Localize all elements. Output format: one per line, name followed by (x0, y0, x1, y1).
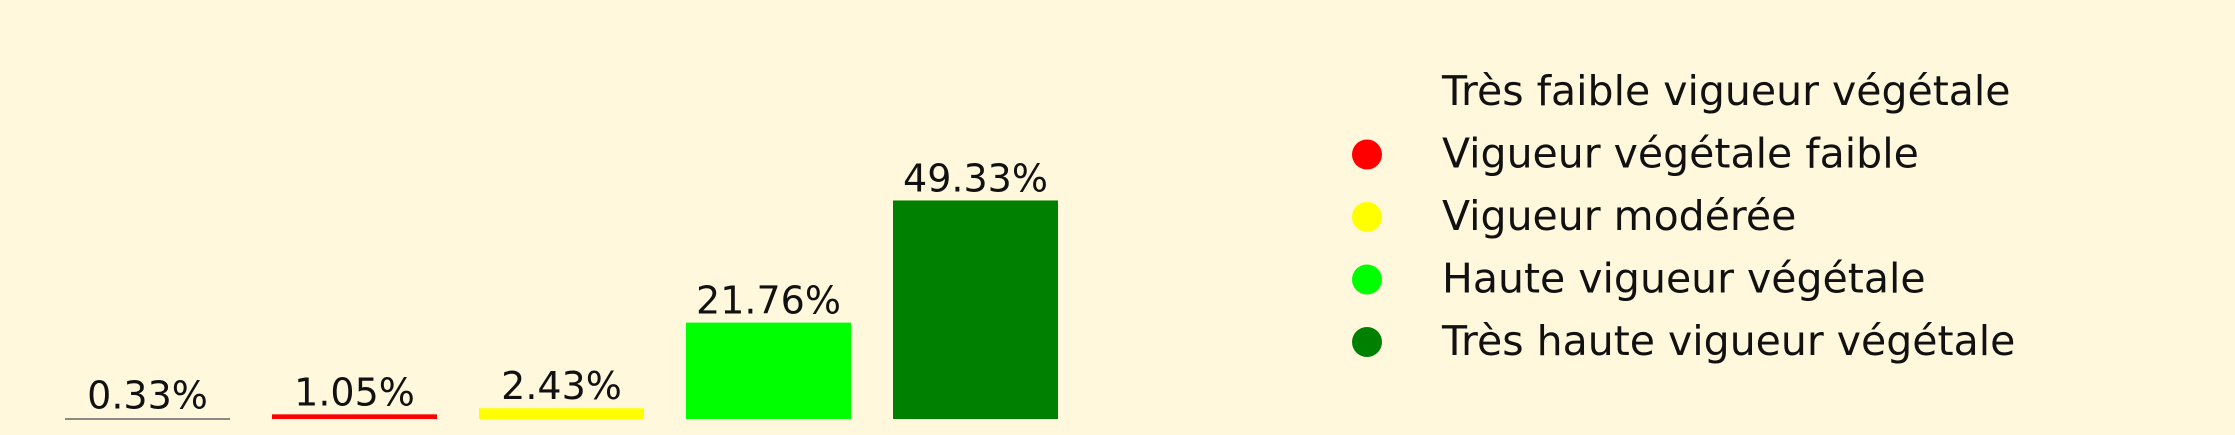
legend-marker-4 (1352, 264, 1382, 295)
legend-label-3: Vigueur modérée (1442, 192, 1796, 240)
legend-label-2: Vigueur végétale faible (1442, 130, 1919, 178)
legend-label-5: Très haute vigueur végétale (1441, 317, 2015, 365)
legend-marker-2 (1352, 139, 1382, 170)
legend-marker-3 (1352, 202, 1382, 232)
legend-label-1: Très faible vigueur végétale (1441, 67, 2011, 115)
bar-5 (893, 200, 1058, 419)
legend-label-4: Haute vigueur végétale (1442, 255, 1926, 303)
bar-3 (479, 408, 644, 419)
legend-marker-5 (1352, 327, 1382, 357)
bar-label-4: 21.76% (696, 279, 841, 323)
bar-label-5: 49.33% (903, 156, 1048, 200)
legend: Très faible vigueur végétale Vigueur végé… (1352, 67, 2015, 365)
bars-group (65, 200, 1058, 420)
bar-label-3: 2.43% (501, 364, 622, 408)
bar-label-2: 1.05% (294, 370, 415, 414)
bar-labels-group: 0.33% 1.05% 2.43% 21.76% 49.33% (87, 156, 1048, 417)
bar-4 (686, 322, 851, 419)
legend-marker-1 (1352, 77, 1382, 107)
bar-label-1: 0.33% (87, 374, 208, 418)
bar-2 (272, 414, 437, 419)
